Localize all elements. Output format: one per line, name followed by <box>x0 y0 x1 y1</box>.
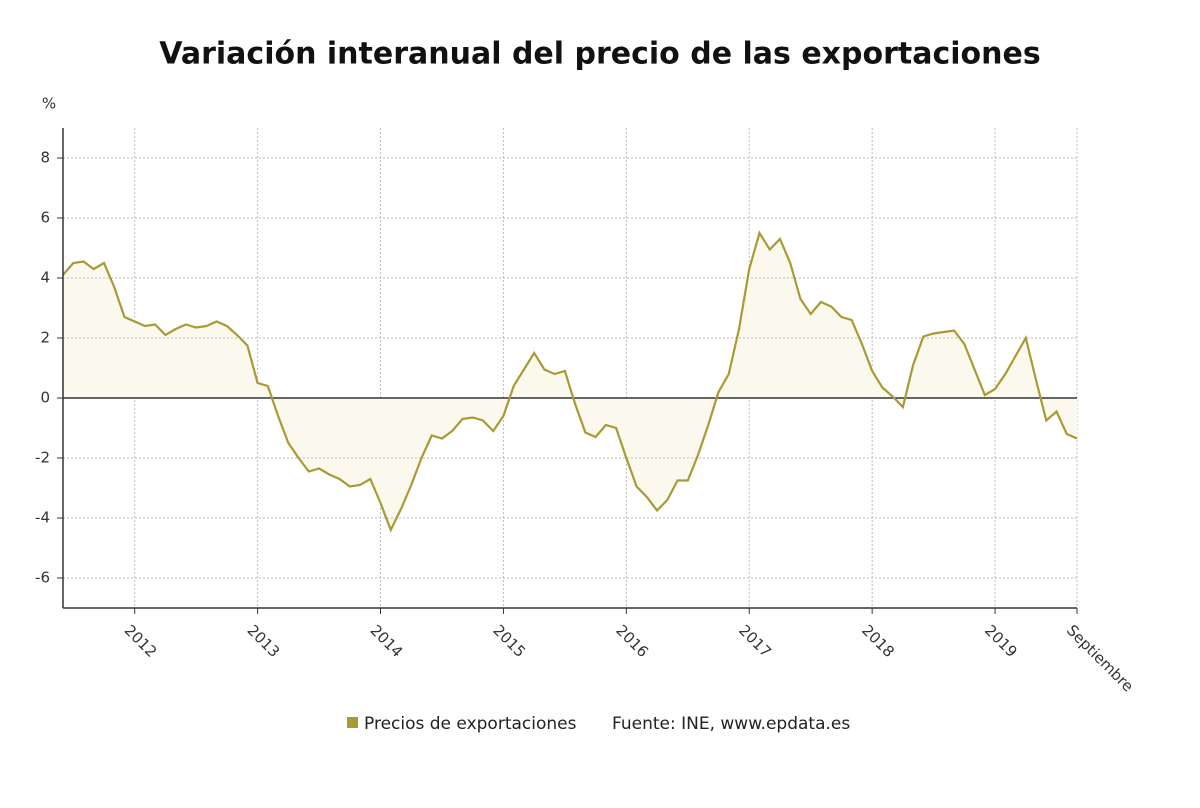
y-tick-label: -2 <box>35 449 50 467</box>
x-tick-label: 2019 <box>981 621 1021 661</box>
x-tick-label: 2013 <box>244 621 284 661</box>
x-tick-label: 2014 <box>367 621 407 661</box>
legend-label: Precios de exportaciones <box>364 714 577 734</box>
line <box>62 230 1078 533</box>
y-tick-label: -4 <box>35 509 50 527</box>
x-tick-label: 2015 <box>489 621 529 661</box>
area <box>63 233 1077 530</box>
y-tick-label: 2 <box>40 329 50 347</box>
y-unit: % <box>42 95 56 113</box>
y-tick-label: -6 <box>35 569 50 587</box>
x-tick-label: 2017 <box>735 621 775 661</box>
legend-swatch <box>347 717 358 728</box>
x-tick-label: 2018 <box>858 621 898 661</box>
x-tick-label: 2016 <box>612 621 652 661</box>
x-tick-label: 2012 <box>121 621 161 661</box>
y-tick-label: 4 <box>40 269 50 287</box>
x-tick-label: Septiembre <box>1063 621 1137 695</box>
y-tick-label: 6 <box>40 209 50 227</box>
y-tick-label: 8 <box>40 149 50 167</box>
y-tick-label: 0 <box>40 389 50 407</box>
chart-title: Variación interanual del precio de las e… <box>159 37 1040 72</box>
source: Fuente: INE, www.epdata.es <box>612 714 850 734</box>
